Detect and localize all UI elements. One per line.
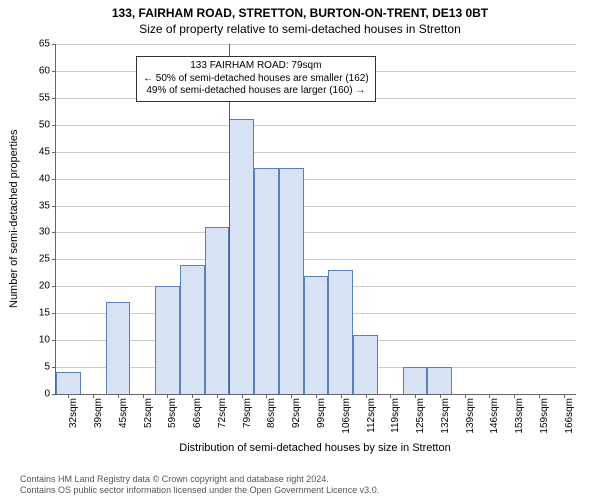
xtick-label: 45sqm xyxy=(118,398,129,428)
xtick-label: 99sqm xyxy=(316,398,327,428)
histogram-bar xyxy=(229,119,254,394)
annotation-line2: ← 50% of semi-detached houses are smalle… xyxy=(143,73,369,86)
histogram-bar xyxy=(353,335,378,394)
histogram-bar xyxy=(279,168,304,394)
ytick-label: 50 xyxy=(39,119,50,130)
xtick-label: 106sqm xyxy=(341,398,352,434)
ytick-label: 5 xyxy=(44,362,50,373)
xtick-label: 153sqm xyxy=(514,398,525,434)
ytick-label: 45 xyxy=(39,146,50,157)
ytick-mark xyxy=(52,367,56,368)
footer-attribution: Contains HM Land Registry data © Crown c… xyxy=(20,474,379,496)
ytick-mark xyxy=(52,71,56,72)
histogram-bar xyxy=(254,168,279,394)
gridline xyxy=(56,259,576,260)
histogram-bar xyxy=(328,270,353,394)
ytick-mark xyxy=(52,125,56,126)
histogram-bar xyxy=(180,265,205,394)
gridline xyxy=(56,179,576,180)
gridline xyxy=(56,232,576,233)
chart-container: 133, FAIRHAM ROAD, STRETTON, BURTON-ON-T… xyxy=(0,0,600,500)
ytick-mark xyxy=(52,394,56,395)
xtick-label: 72sqm xyxy=(217,398,228,428)
xtick-label: 119sqm xyxy=(390,398,401,433)
annotation-line3: 49% of semi-detached houses are larger (… xyxy=(143,85,369,98)
histogram-bar xyxy=(427,367,452,394)
histogram-bar xyxy=(56,372,81,394)
gridline xyxy=(56,44,576,45)
xtick-label: 166sqm xyxy=(564,398,575,434)
gridline xyxy=(56,152,576,153)
xtick-label: 79sqm xyxy=(242,398,253,428)
xtick-label: 139sqm xyxy=(465,398,476,434)
y-axis-label: Number of semi-detached properties xyxy=(8,44,20,394)
ytick-label: 30 xyxy=(39,227,50,238)
xtick-label: 66sqm xyxy=(192,398,203,428)
x-axis-label: Distribution of semi-detached houses by … xyxy=(55,442,575,454)
ytick-mark xyxy=(52,152,56,153)
xtick-label: 132sqm xyxy=(440,398,451,434)
annotation-box: 133 FAIRHAM ROAD: 79sqm← 50% of semi-det… xyxy=(136,56,376,102)
xtick-label: 39sqm xyxy=(93,398,104,428)
chart-title-main: 133, FAIRHAM ROAD, STRETTON, BURTON-ON-T… xyxy=(0,0,600,20)
annotation-line1: 133 FAIRHAM ROAD: 79sqm xyxy=(143,60,369,73)
xtick-label: 59sqm xyxy=(167,398,178,428)
histogram-bar xyxy=(205,227,230,394)
histogram-bar xyxy=(106,302,131,394)
plot-area: 0510152025303540455055606532sqm39sqm45sq… xyxy=(55,44,576,395)
gridline xyxy=(56,206,576,207)
xtick-label: 32sqm xyxy=(68,398,79,428)
histogram-bar xyxy=(304,276,329,394)
ytick-label: 40 xyxy=(39,173,50,184)
xtick-label: 86sqm xyxy=(266,398,277,428)
ytick-mark xyxy=(52,44,56,45)
ytick-mark xyxy=(52,206,56,207)
ytick-label: 65 xyxy=(39,39,50,50)
histogram-bar xyxy=(155,286,180,394)
ytick-mark xyxy=(52,313,56,314)
xtick-label: 159sqm xyxy=(539,398,550,434)
footer-line2: Contains OS public sector information li… xyxy=(20,485,379,496)
ytick-label: 25 xyxy=(39,254,50,265)
histogram-bar xyxy=(403,367,428,394)
xtick-label: 112sqm xyxy=(366,398,377,433)
xtick-label: 92sqm xyxy=(291,398,302,428)
ytick-mark xyxy=(52,340,56,341)
ytick-label: 15 xyxy=(39,308,50,319)
ytick-label: 20 xyxy=(39,281,50,292)
ytick-mark xyxy=(52,232,56,233)
ytick-mark xyxy=(52,98,56,99)
xtick-label: 52sqm xyxy=(143,398,154,428)
ytick-mark xyxy=(52,259,56,260)
ytick-label: 0 xyxy=(44,389,50,400)
ytick-label: 35 xyxy=(39,200,50,211)
ytick-label: 60 xyxy=(39,65,50,76)
gridline xyxy=(56,125,576,126)
ytick-mark xyxy=(52,179,56,180)
ytick-mark xyxy=(52,286,56,287)
ytick-label: 55 xyxy=(39,92,50,103)
ytick-label: 10 xyxy=(39,335,50,346)
xtick-label: 125sqm xyxy=(415,398,426,434)
chart-title-sub: Size of property relative to semi-detach… xyxy=(0,20,600,36)
footer-line1: Contains HM Land Registry data © Crown c… xyxy=(20,474,379,485)
xtick-label: 146sqm xyxy=(489,398,500,434)
